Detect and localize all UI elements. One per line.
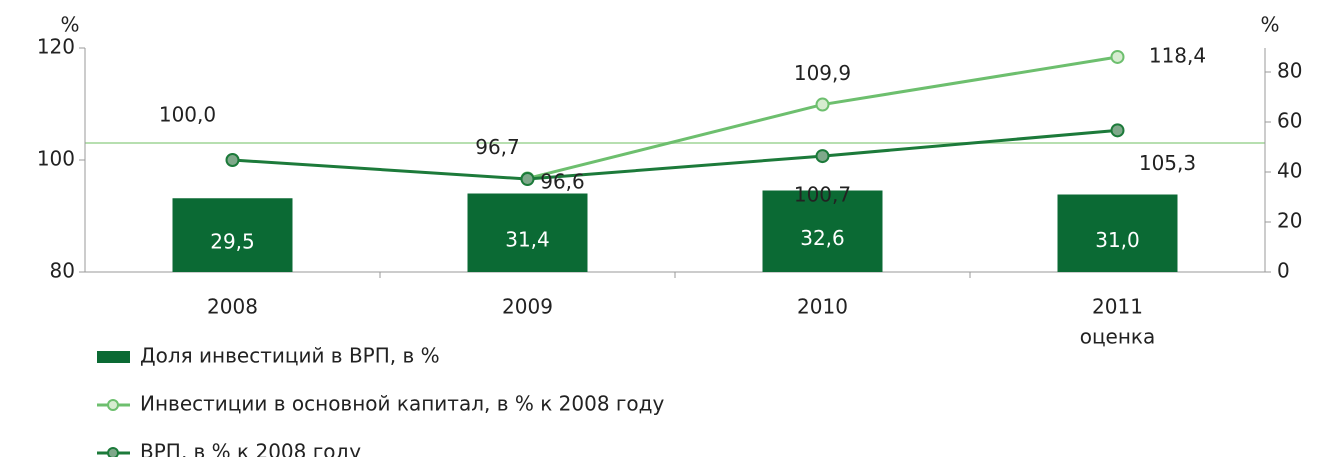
line-marker [1110,123,1125,138]
line-marker [1110,49,1125,64]
x-tick-label: 2009 [502,295,553,319]
x-tick-label: 2010 [797,295,848,319]
line-value-label: 96,6 [540,170,585,194]
line-value-label: 100,7 [794,183,851,207]
legend-label: ВРП, в % к 2008 году [140,440,361,457]
x-tick-label: 2008 [207,295,258,319]
bar [172,198,293,272]
y2-tick-label: 20 [1277,209,1302,233]
x-annotation: оценка [1080,325,1156,349]
line-value-label: 100,0 [159,103,216,127]
bar [1057,194,1178,272]
y-axis-unit: % [60,13,79,37]
line-value-label: 109,9 [794,61,851,85]
line-marker [225,153,240,167]
legend-swatch-marker [107,447,119,457]
line-value-label: 105,3 [1139,151,1196,175]
y2-axis-unit: % [1260,13,1279,37]
bar-value-label: 32,6 [800,226,845,250]
line-marker [520,172,535,187]
y-tick-label: 120 [37,35,75,59]
line-value-label: 96,7 [475,135,520,159]
bar-value-label: 31,0 [1095,228,1140,252]
line-marker [815,97,830,112]
bar [762,190,883,272]
legend-swatch [97,351,130,363]
y2-tick-label: 0 [1277,259,1290,283]
legend-label: Инвестиции в основной капитал, в % к 200… [140,392,664,416]
x-tick-label: 2011 [1092,295,1143,319]
y-tick-label: 100 [37,147,75,171]
y2-tick-label: 60 [1277,109,1302,133]
bar-value-label: 29,5 [210,230,255,254]
line-marker [815,149,830,164]
legend-label: Доля инвестиций в ВРП, в % [140,344,440,368]
bar-value-label: 31,4 [505,227,550,251]
line-value-label: 118,4 [1149,43,1206,67]
y2-tick-label: 40 [1277,159,1302,183]
y2-tick-label: 80 [1277,59,1302,83]
bar [467,193,588,272]
y-tick-label: 80 [50,259,75,283]
legend-swatch-marker [107,399,119,411]
line [232,128,1118,181]
